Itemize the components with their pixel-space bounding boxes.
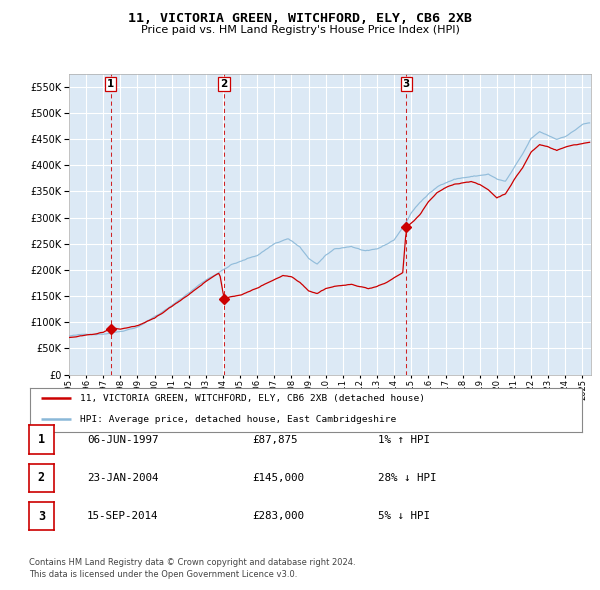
Text: 1: 1 bbox=[107, 79, 114, 89]
Text: Price paid vs. HM Land Registry's House Price Index (HPI): Price paid vs. HM Land Registry's House … bbox=[140, 25, 460, 35]
Text: 11, VICTORIA GREEN, WITCHFORD, ELY, CB6 2XB: 11, VICTORIA GREEN, WITCHFORD, ELY, CB6 … bbox=[128, 12, 472, 25]
Text: 1% ↑ HPI: 1% ↑ HPI bbox=[378, 435, 430, 444]
Text: 23-JAN-2004: 23-JAN-2004 bbox=[87, 473, 158, 483]
Text: 11, VICTORIA GREEN, WITCHFORD, ELY, CB6 2XB (detached house): 11, VICTORIA GREEN, WITCHFORD, ELY, CB6 … bbox=[80, 394, 425, 403]
Text: 5% ↓ HPI: 5% ↓ HPI bbox=[378, 512, 430, 521]
Text: £283,000: £283,000 bbox=[252, 512, 304, 521]
Text: Contains HM Land Registry data © Crown copyright and database right 2024.
This d: Contains HM Land Registry data © Crown c… bbox=[29, 558, 355, 579]
Text: HPI: Average price, detached house, East Cambridgeshire: HPI: Average price, detached house, East… bbox=[80, 415, 396, 424]
Text: 06-JUN-1997: 06-JUN-1997 bbox=[87, 435, 158, 444]
Text: 2: 2 bbox=[38, 471, 45, 484]
Text: 2: 2 bbox=[220, 79, 227, 89]
Text: 1: 1 bbox=[38, 433, 45, 446]
Text: 3: 3 bbox=[403, 79, 410, 89]
Text: £87,875: £87,875 bbox=[252, 435, 298, 444]
Text: 3: 3 bbox=[38, 510, 45, 523]
Text: 15-SEP-2014: 15-SEP-2014 bbox=[87, 512, 158, 521]
Text: 28% ↓ HPI: 28% ↓ HPI bbox=[378, 473, 437, 483]
Text: £145,000: £145,000 bbox=[252, 473, 304, 483]
